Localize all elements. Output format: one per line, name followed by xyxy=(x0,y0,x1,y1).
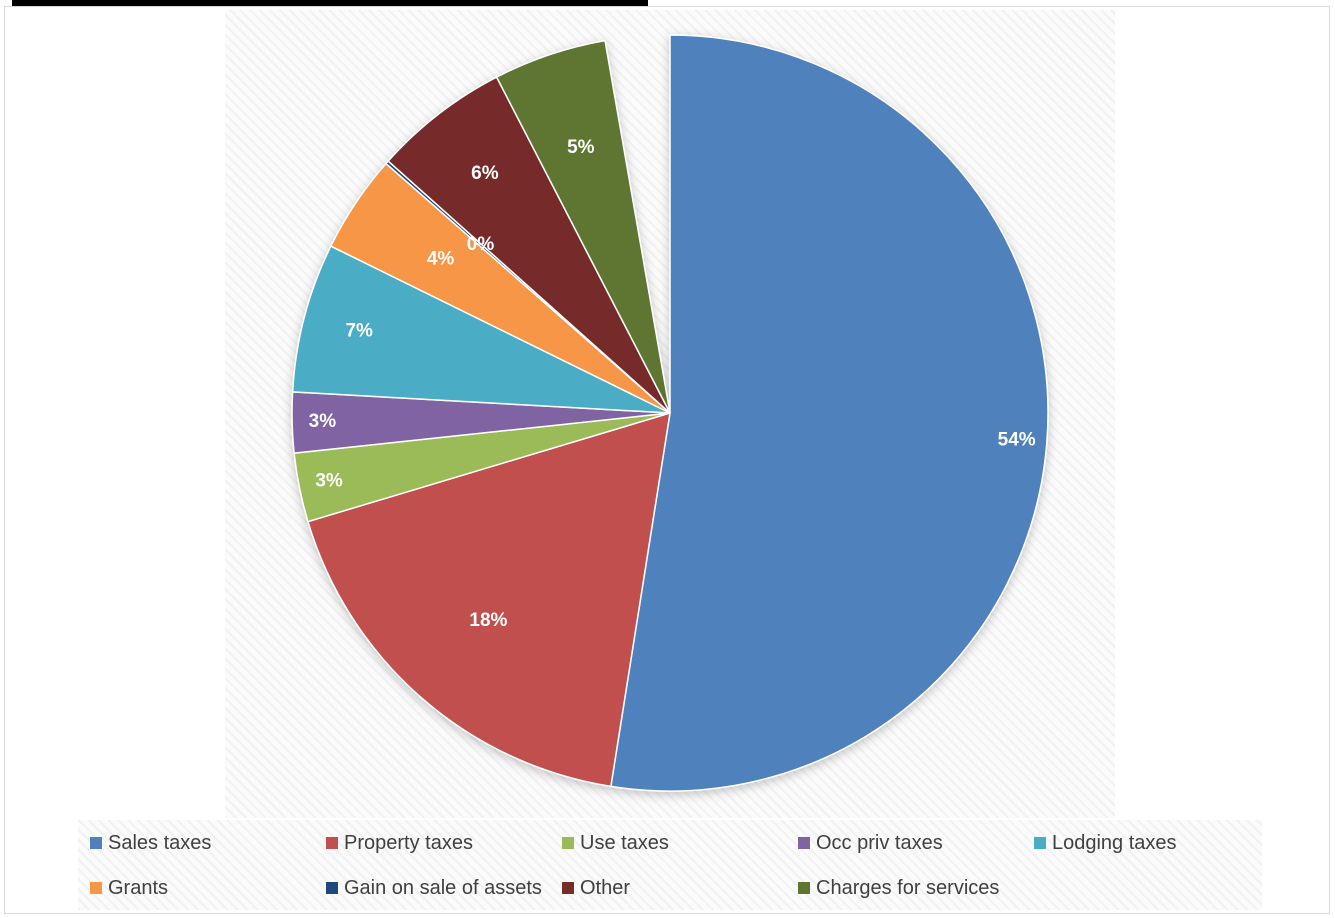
chart-frame xyxy=(4,6,1330,914)
data-label-occ-priv-taxes: 3% xyxy=(309,411,337,432)
legend-item-charges-for-services: Charges for services xyxy=(798,876,999,900)
legend-item-sales-taxes: Sales taxes xyxy=(90,831,211,855)
legend-item-gain-on-sale-of-assets: Gain on sale of assets xyxy=(326,876,542,900)
legend-swatch xyxy=(1034,837,1046,849)
data-label-charges-for-services: 5% xyxy=(567,137,595,158)
legend-item-use-taxes: Use taxes xyxy=(562,831,669,855)
legend-swatch xyxy=(90,882,102,894)
legend-label: Grants xyxy=(108,876,169,899)
legend-item-lodging-taxes: Lodging taxes xyxy=(1034,831,1177,855)
data-label-other: 6% xyxy=(471,163,499,184)
legend-label: Occ priv taxes xyxy=(816,831,943,854)
pie-slice-sales-taxes xyxy=(610,34,1049,792)
pie-slice-other xyxy=(387,76,671,414)
legend-swatch xyxy=(798,837,810,849)
legend-swatch xyxy=(562,882,574,894)
legend-swatch xyxy=(90,837,102,849)
legend-label: Sales taxes xyxy=(108,831,212,854)
legend-label: Gain on sale of assets xyxy=(344,876,542,899)
legend-label: Property taxes xyxy=(344,831,473,854)
pie-slice-property-taxes xyxy=(307,411,671,788)
pie-slice-charges-for-services xyxy=(495,39,671,414)
legend-swatch xyxy=(326,882,338,894)
legend-item-other: Other xyxy=(562,876,630,900)
legend-swatch xyxy=(798,882,810,894)
data-label-grants: 4% xyxy=(427,249,455,270)
legend xyxy=(78,820,1262,910)
header-bar xyxy=(12,0,648,6)
data-label-lodging-taxes: 7% xyxy=(345,321,373,342)
legend-label: Lodging taxes xyxy=(1052,831,1177,854)
legend-swatch xyxy=(562,837,574,849)
legend-item-property-taxes: Property taxes xyxy=(326,831,473,855)
legend-label: Other xyxy=(580,876,631,899)
data-label-gain-on-sale-of-assets: 0% xyxy=(467,234,495,255)
legend-item-grants: Grants xyxy=(90,876,168,900)
data-label-sales-taxes: 54% xyxy=(998,429,1036,450)
pie-slice-lodging-taxes xyxy=(291,245,671,414)
data-label-use-taxes: 3% xyxy=(315,471,343,492)
data-label-property-taxes: 18% xyxy=(469,610,507,631)
legend-label: Charges for services xyxy=(816,876,1000,899)
legend-swatch xyxy=(326,837,338,849)
legend-label: Use taxes xyxy=(580,831,669,854)
legend-item-occ-priv-taxes: Occ priv taxes xyxy=(798,831,943,855)
